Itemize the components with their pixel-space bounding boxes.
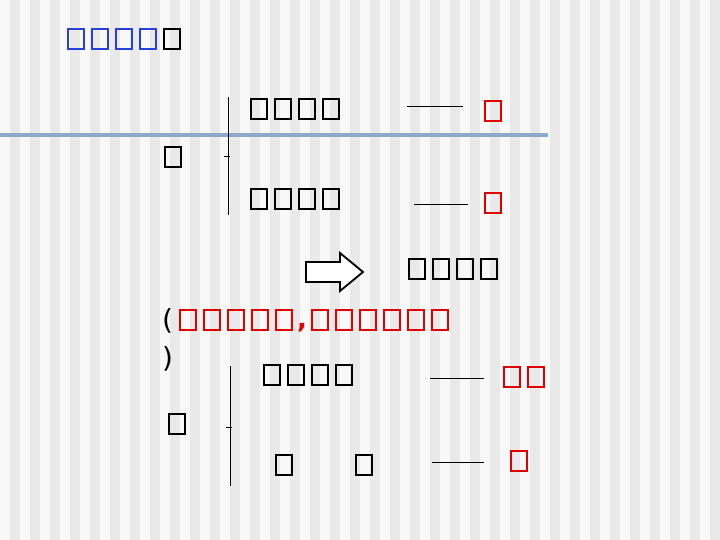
group1-term-1 [250, 98, 346, 120]
note-glyph [250, 309, 269, 331]
heading-glyph [163, 28, 181, 50]
heading-glyph [115, 28, 133, 50]
label-glyph [168, 413, 186, 435]
note-glyph [382, 309, 401, 331]
result-glyph [527, 366, 545, 388]
term-glyph [274, 98, 292, 120]
connector-line [432, 462, 484, 463]
heading-glyph [67, 28, 85, 50]
term-glyph [263, 364, 281, 386]
connector-line [407, 106, 463, 107]
result-glyph [432, 258, 450, 280]
note-glyph [430, 309, 449, 331]
connector-line [430, 378, 484, 379]
term-glyph [322, 98, 340, 120]
note-glyph [202, 309, 221, 331]
term-glyph [298, 98, 316, 120]
note-red-text-1 [178, 309, 299, 331]
term-glyph [275, 454, 293, 476]
arrow-result [408, 258, 504, 280]
note-glyph [226, 309, 245, 331]
group1-label [164, 146, 188, 168]
group2-term-1 [263, 364, 359, 386]
group2-label [168, 413, 192, 435]
group2-result-1 [503, 366, 551, 388]
result-glyph [456, 258, 474, 280]
note-glyph [406, 309, 425, 331]
note-glyph [358, 309, 377, 331]
heading-rule [0, 133, 548, 137]
close-paren: ) [162, 341, 173, 374]
heading-glyph [139, 28, 157, 50]
group1-term-2 [250, 188, 346, 210]
result-glyph [480, 258, 498, 280]
term-glyph [322, 188, 340, 210]
group2-brace [230, 366, 235, 486]
note-glyph [310, 309, 329, 331]
open-paren: ( [162, 303, 173, 336]
note-comma: , [296, 305, 307, 335]
brace-tip [224, 156, 230, 157]
connector-line [414, 204, 468, 205]
slide-heading [67, 28, 187, 50]
note-line: ( , [162, 306, 455, 334]
result-glyph [484, 100, 502, 122]
group2-result-2 [510, 450, 534, 472]
group1-result-2 [484, 192, 508, 214]
term-glyph [355, 454, 373, 476]
term-glyph [311, 364, 329, 386]
group1-result-1 [484, 100, 508, 122]
note-glyph [274, 309, 293, 331]
term-glyph [274, 188, 292, 210]
result-glyph [408, 258, 426, 280]
note-glyph [178, 309, 197, 331]
right-arrow-icon [305, 251, 365, 293]
result-glyph [503, 366, 521, 388]
term-glyph [250, 98, 268, 120]
label-glyph [164, 146, 182, 168]
note-red-text-2 [310, 309, 455, 331]
note-glyph [334, 309, 353, 331]
heading-glyph [91, 28, 109, 50]
term-glyph [298, 188, 316, 210]
term-glyph [250, 188, 268, 210]
term-glyph [335, 364, 353, 386]
result-glyph [510, 450, 528, 472]
group2-term-2 [275, 454, 379, 476]
brace-tip [226, 427, 232, 428]
result-glyph [484, 192, 502, 214]
term-glyph [287, 364, 305, 386]
